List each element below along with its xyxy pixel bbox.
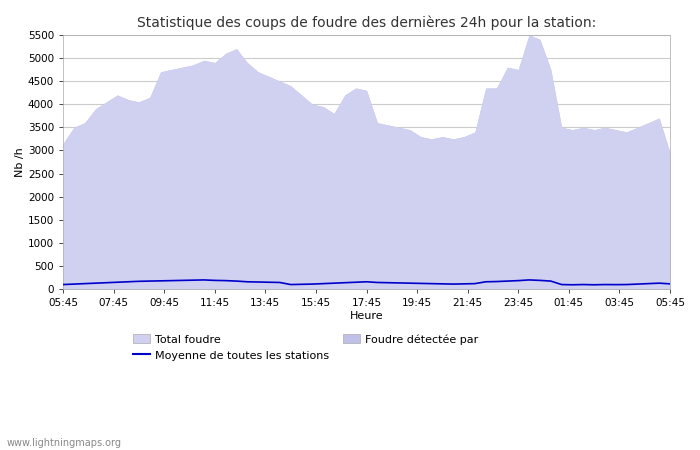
Title: Statistique des coups de foudre des dernières 24h pour la station:: Statistique des coups de foudre des dern… bbox=[137, 15, 596, 30]
Text: www.lightningmaps.org: www.lightningmaps.org bbox=[7, 438, 122, 448]
Y-axis label: Nb /h: Nb /h bbox=[15, 147, 25, 177]
X-axis label: Heure: Heure bbox=[350, 311, 384, 321]
Legend: Total foudre, Moyenne de toutes les stations, Foudre détectée par: Total foudre, Moyenne de toutes les stat… bbox=[129, 329, 483, 365]
